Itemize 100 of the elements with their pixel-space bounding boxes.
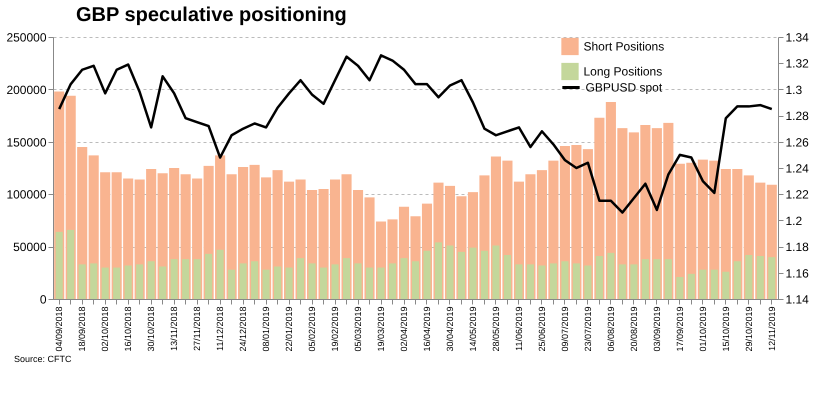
bar [308, 263, 316, 299]
x-tick-label: 27/11/2018 [192, 306, 202, 351]
bar [320, 268, 328, 299]
bar [343, 258, 350, 299]
x-tick-label: 23/07/2019 [582, 306, 593, 352]
y2-tick-label: 1.34 [786, 30, 810, 44]
y-tick-label: 0 [40, 292, 47, 306]
x-tick-label: 18/09/2018 [77, 306, 88, 352]
bar [182, 259, 190, 299]
y2-tick-label: 1.24 [786, 162, 810, 176]
x-tick-label: 02/04/2019 [399, 306, 410, 352]
y2-tick-label: 1.28 [786, 109, 810, 124]
y2-tick-label: 1.14 [786, 292, 810, 306]
bar [56, 232, 63, 299]
y2-tick-label: 1.18 [786, 240, 810, 254]
x-tick-label: 29/10/2019 [744, 306, 754, 352]
x-tick-label: 05/03/2019 [353, 306, 364, 352]
bar [618, 264, 626, 299]
bar [148, 261, 155, 299]
bar [102, 268, 109, 299]
bar [377, 268, 385, 299]
bar [366, 268, 374, 299]
bar [630, 264, 638, 299]
x-tick-label: 09/07/2019 [560, 306, 570, 352]
bar [194, 259, 201, 299]
y2-tick-label: 1.16 [786, 266, 810, 280]
bar [446, 246, 454, 299]
bar [596, 256, 603, 299]
bar [469, 248, 477, 299]
x-tick-label: 04/09/2018 [54, 306, 64, 352]
bar [710, 270, 718, 299]
bar [412, 261, 420, 299]
bar [699, 270, 706, 299]
x-tick-label: 11/12/2018 [215, 306, 226, 351]
x-tick-label: 24/12/2018 [238, 306, 248, 352]
y2-tick-label: 1.3 [786, 82, 803, 97]
y2-tick-label: 1.22 [786, 188, 810, 202]
y2-tick-label: 1.26 [786, 135, 810, 150]
bar [584, 265, 592, 299]
bar [124, 265, 132, 299]
bar [251, 261, 258, 299]
y2-tick-label: 1.2 [786, 214, 803, 228]
legend-label: Long Positions [584, 64, 662, 78]
source-note: Source: CFTC [13, 354, 73, 366]
bar [515, 264, 522, 299]
y-tick-label: 150000 [6, 135, 47, 150]
x-tick-label: 12/11/2019 [766, 306, 777, 351]
x-tick-label: 02/10/2018 [100, 306, 110, 352]
bar [400, 258, 408, 299]
bar [561, 261, 568, 299]
bar [67, 230, 74, 299]
x-tick-label: 01/10/2019 [698, 306, 708, 352]
bar [607, 252, 614, 299]
x-tick-label: 19/03/2019 [376, 306, 386, 352]
bar [297, 258, 304, 299]
x-tick-label: 19/02/2019 [330, 306, 340, 352]
x-tick-label: 16/04/2019 [422, 306, 432, 352]
chart-title: GBP speculative positioning [76, 4, 347, 26]
y-tick-label: 100000 [6, 188, 47, 202]
bar [240, 263, 247, 299]
line-series [58, 54, 774, 214]
bar [538, 265, 546, 299]
bar [756, 256, 764, 299]
x-tick-label: 16/10/2018 [123, 306, 134, 352]
bar [286, 268, 293, 299]
x-tick-label: 08/01/2019 [261, 306, 272, 352]
bar [653, 259, 660, 299]
bar [354, 263, 362, 299]
x-tick-label: 30/10/2018 [146, 306, 156, 352]
x-tick-label: 06/08/2019 [606, 306, 616, 352]
bar [676, 276, 684, 299]
x-tick-label: 15/10/2019 [720, 306, 731, 352]
x-tick-label: 20/08/2019 [628, 306, 639, 352]
bar [262, 270, 270, 299]
bar [550, 263, 557, 299]
x-tick-label: 13/11/2018 [169, 306, 180, 351]
y2-tick-label: 1.32 [786, 56, 810, 71]
bar [768, 257, 776, 299]
bar [642, 259, 649, 299]
x-tick-label: 22/01/2019 [284, 306, 294, 352]
bar [170, 259, 178, 299]
x-tick-label: 05/02/2019 [307, 306, 318, 352]
bar [113, 268, 120, 299]
bar [722, 272, 730, 299]
bar [492, 246, 500, 299]
bar [572, 263, 580, 299]
x-tick-label: 14/05/2019 [468, 306, 478, 352]
bar [228, 270, 236, 299]
bar [388, 263, 396, 299]
y-tick-label: 50000 [13, 240, 47, 254]
y-tick-label: 200000 [6, 82, 47, 97]
bar [480, 250, 488, 299]
x-tick-label: 11/06/2019 [514, 306, 524, 351]
bar [136, 264, 144, 299]
x-tick-label: 28/05/2019 [490, 306, 501, 352]
bar [434, 242, 442, 299]
legend-label: GBPUSD spot [586, 80, 663, 94]
bar [332, 264, 339, 299]
bar [90, 263, 98, 299]
bar [423, 250, 431, 299]
